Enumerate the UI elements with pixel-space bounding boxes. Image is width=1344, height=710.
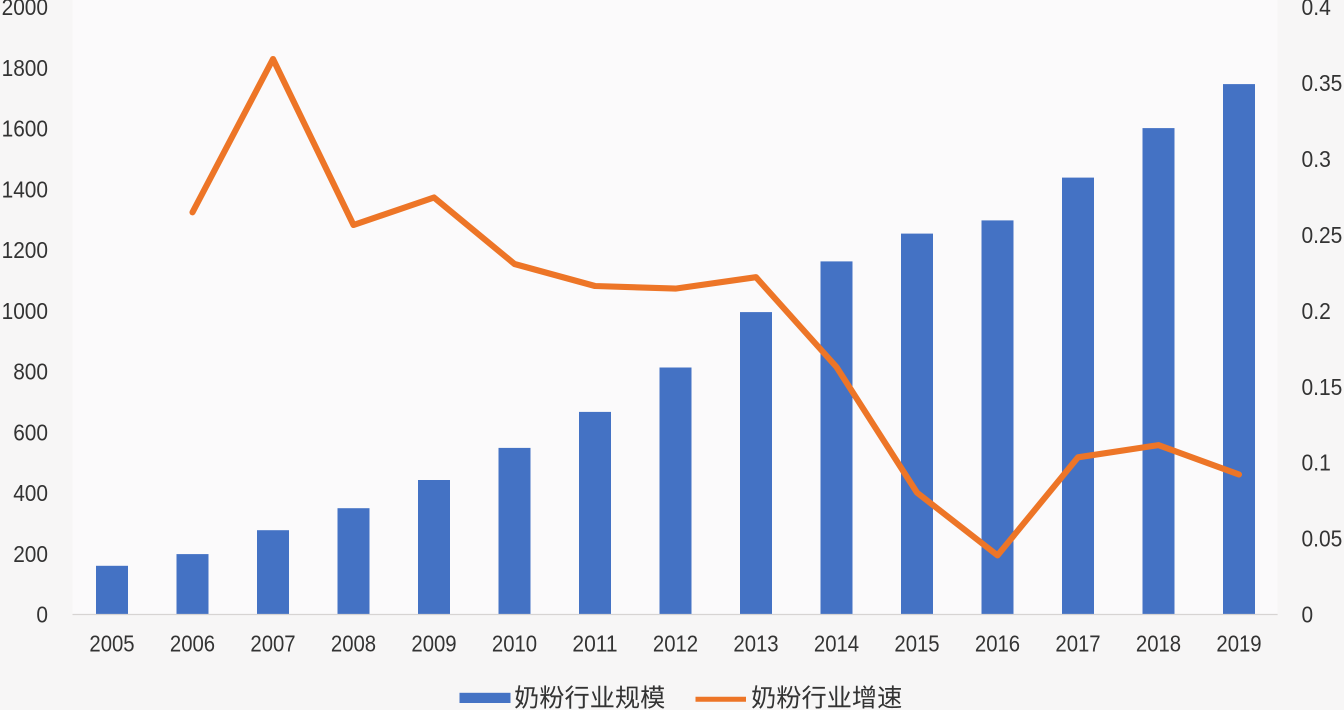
- svg-text:0.15: 0.15: [1302, 374, 1343, 400]
- svg-text:2014: 2014: [814, 631, 859, 657]
- svg-text:2005: 2005: [89, 631, 134, 657]
- svg-text:0.05: 0.05: [1302, 526, 1343, 552]
- svg-text:2019: 2019: [1216, 631, 1261, 657]
- svg-text:1200: 1200: [2, 237, 48, 263]
- svg-text:2009: 2009: [411, 631, 456, 657]
- svg-text:2013: 2013: [733, 631, 778, 657]
- svg-text:2011: 2011: [572, 631, 617, 657]
- svg-text:200: 200: [13, 541, 48, 567]
- svg-text:0.1: 0.1: [1302, 450, 1331, 476]
- svg-text:2010: 2010: [492, 631, 537, 657]
- svg-text:2006: 2006: [170, 631, 215, 657]
- svg-text:2012: 2012: [653, 631, 698, 657]
- svg-text:0.2: 0.2: [1302, 298, 1331, 324]
- svg-text:0: 0: [36, 602, 48, 628]
- svg-text:0.35: 0.35: [1302, 70, 1343, 96]
- svg-text:0.4: 0.4: [1302, 0, 1331, 20]
- svg-text:0.25: 0.25: [1302, 222, 1343, 248]
- svg-text:600: 600: [13, 419, 48, 445]
- svg-text:0.3: 0.3: [1302, 146, 1331, 172]
- svg-text:800: 800: [13, 359, 48, 385]
- svg-text:2000: 2000: [2, 0, 48, 20]
- svg-text:2017: 2017: [1055, 631, 1100, 657]
- svg-text:2015: 2015: [894, 631, 939, 657]
- svg-text:1600: 1600: [2, 116, 48, 142]
- svg-text:2016: 2016: [975, 631, 1020, 657]
- svg-text:2008: 2008: [331, 631, 376, 657]
- svg-text:1400: 1400: [2, 176, 48, 202]
- svg-text:2007: 2007: [250, 631, 295, 657]
- svg-text:2018: 2018: [1136, 631, 1181, 657]
- svg-text:1800: 1800: [2, 55, 48, 81]
- svg-text:0: 0: [1302, 602, 1314, 628]
- svg-text:400: 400: [13, 480, 48, 506]
- svg-text:1000: 1000: [2, 298, 48, 324]
